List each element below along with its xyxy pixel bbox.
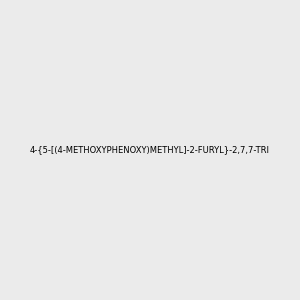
Text: 4-{5-[(4-METHOXYPHENOXY)METHYL]-2-FURYL}-2,7,7-TRI: 4-{5-[(4-METHOXYPHENOXY)METHYL]-2-FURYL}…: [30, 146, 270, 154]
